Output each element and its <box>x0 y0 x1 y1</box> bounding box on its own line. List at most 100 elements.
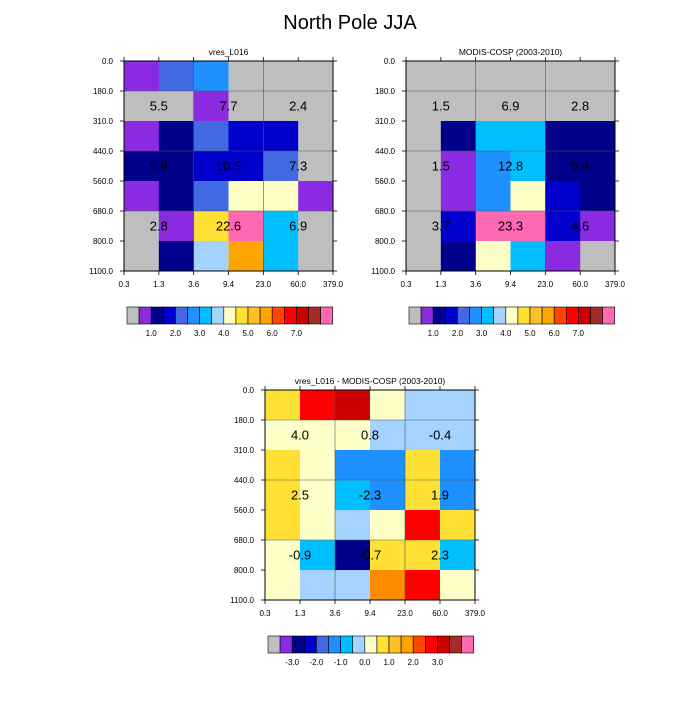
group-value-label: 2.5 <box>291 488 309 503</box>
group-value-label: 10.5 <box>216 159 241 174</box>
group-value-label: 5.5 <box>150 99 168 114</box>
heatmap-cell <box>263 121 299 152</box>
colorbar-label: 1.0 <box>146 329 158 338</box>
heatmap-cell <box>263 181 299 212</box>
colorbar-label: 2.0 <box>170 329 182 338</box>
colorbar-label: 6.0 <box>549 329 561 338</box>
x-tick-label: 1.3 <box>294 609 306 618</box>
heatmap-cell <box>335 420 371 451</box>
x-tick-label: 23.0 <box>397 609 413 618</box>
panel-title: vres_L016 <box>209 47 249 57</box>
heatmap-cell <box>265 450 301 481</box>
y-tick-label: 1100.0 <box>89 267 113 276</box>
colorbar-label: -3.0 <box>285 658 299 667</box>
x-tick-label: 60.0 <box>432 609 448 618</box>
heatmap-cell <box>228 241 264 272</box>
heatmap-cell <box>510 61 546 92</box>
colorbar-label: 4.0 <box>218 329 230 338</box>
x-tick-label: 3.6 <box>470 280 482 289</box>
heatmap-cell <box>440 61 477 92</box>
heatmap-cell <box>124 211 160 242</box>
heatmap-cell <box>510 181 546 212</box>
heatmap-cell <box>440 450 476 481</box>
heatmap-cell <box>265 570 301 601</box>
y-tick-label: 440.0 <box>234 476 255 485</box>
heatmap-cell <box>335 510 371 541</box>
heatmap-cell <box>265 510 301 541</box>
y-tick-label: 310.0 <box>234 446 255 455</box>
y-tick-label: 180.0 <box>93 87 114 96</box>
colorbar-swatch <box>469 306 482 325</box>
heatmap-cell <box>406 151 442 182</box>
heatmap-cell <box>265 480 301 511</box>
heatmap-cell <box>298 211 334 242</box>
y-tick-label: 0.0 <box>384 57 396 66</box>
heatmap-cell <box>335 540 371 571</box>
heatmap-cell <box>510 241 546 272</box>
heatmap-cell <box>193 151 229 182</box>
colorbar-label: 4.0 <box>500 329 512 338</box>
colorbar-swatch <box>517 306 531 325</box>
heatmap-cell <box>440 241 477 272</box>
heatmap-cell <box>475 121 511 152</box>
group-value-label: 2.8 <box>571 99 589 114</box>
colorbar-label: 3.0 <box>432 658 444 667</box>
heatmap-cell <box>440 480 476 511</box>
x-tick-label: 0.3 <box>118 280 130 289</box>
heatmap-cell <box>545 61 581 92</box>
heatmap-cell <box>475 61 511 92</box>
heatmap-cell <box>545 181 581 212</box>
group-value-label: 6.9 <box>289 219 307 234</box>
colorbar-swatch <box>408 306 422 325</box>
heatmap-cell <box>580 211 616 242</box>
heatmap-cell <box>370 480 406 511</box>
heatmap-cell <box>300 510 336 541</box>
heatmap-cell <box>298 241 334 272</box>
heatmap-cell <box>335 450 371 481</box>
heatmap-cell <box>300 570 336 601</box>
x-tick-label: 1.3 <box>435 280 447 289</box>
group-value-label: 23.3 <box>498 219 523 234</box>
panel-title: MODIS-COSP (2003-2010) <box>459 47 562 57</box>
heatmap-cell <box>228 121 264 152</box>
heatmap-cell <box>193 211 229 242</box>
colorbar-swatch <box>150 306 164 325</box>
panel-1: vres_L016 5.5 7.7 2.4 5.9 10.5 7.3 2.8 22.6 6.9 0.… <box>89 47 343 338</box>
group-value-label: 1.5 <box>432 159 450 174</box>
y-tick-label: 800.0 <box>234 566 255 575</box>
colorbar-label: 7.0 <box>573 329 585 338</box>
colorbar-swatch <box>308 306 321 325</box>
heatmap-cell <box>193 181 229 212</box>
heatmap-cell <box>193 121 229 152</box>
colorbar-swatch <box>420 306 434 325</box>
group-value-label: 4.0 <box>291 428 309 443</box>
heatmap-cell <box>158 61 195 92</box>
heatmap-cell <box>440 211 477 242</box>
heatmap-cell <box>335 570 371 601</box>
heatmap-cell <box>405 570 441 601</box>
colorbar-swatch <box>303 635 317 654</box>
heatmap-cell <box>475 151 511 182</box>
heatmap-cell <box>300 420 336 451</box>
heatmap-cell <box>580 181 616 212</box>
y-tick-label: 680.0 <box>93 207 114 216</box>
colorbar-swatch <box>457 306 470 325</box>
colorbar-swatch <box>296 306 309 325</box>
group-value-label: 7.7 <box>219 99 237 114</box>
heatmap-cell <box>370 540 406 571</box>
colorbar-swatch <box>316 635 329 654</box>
colorbar-swatch <box>541 306 555 325</box>
colorbar-label: 2.0 <box>408 658 420 667</box>
colorbar-label: 3.0 <box>476 329 488 338</box>
colorbar-swatch <box>187 306 200 325</box>
heatmap-cell <box>406 211 442 242</box>
y-tick-label: 680.0 <box>234 536 255 545</box>
colorbar-swatch <box>505 306 519 325</box>
x-tick-label: 0.3 <box>259 609 271 618</box>
colorbar-swatch <box>388 635 402 654</box>
figure-title: North Pole JJA <box>283 12 417 34</box>
heatmap-cell <box>545 151 581 182</box>
group-value-label: -0.9 <box>289 548 311 563</box>
heatmap-cell <box>300 480 336 511</box>
colorbar-swatch <box>247 306 261 325</box>
